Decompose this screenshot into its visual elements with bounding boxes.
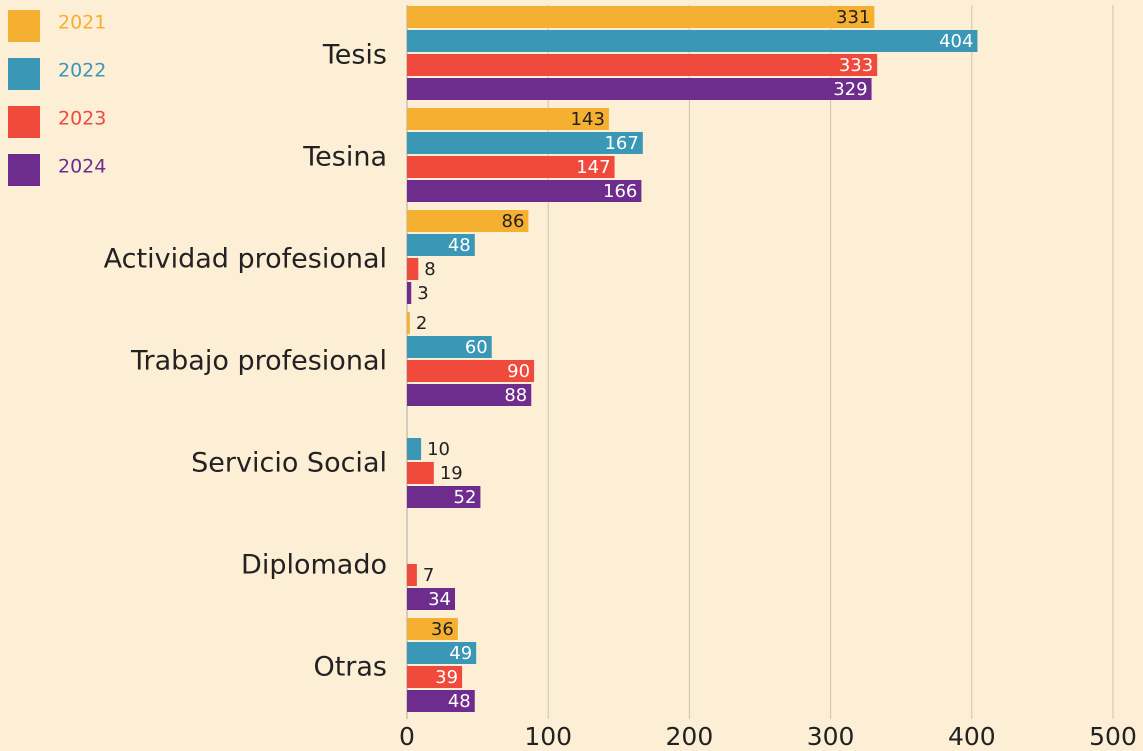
bar [407, 156, 615, 178]
data-label: 86 [502, 211, 525, 232]
data-label: 2 [416, 313, 427, 334]
data-label: 52 [454, 487, 477, 508]
x-tick-label: 300 [807, 722, 855, 751]
bar [407, 312, 410, 334]
data-label: 331 [836, 7, 870, 28]
data-label: 10 [427, 439, 450, 460]
category-label: Tesis [322, 40, 387, 71]
category-label: Servicio Social [191, 448, 387, 479]
data-label: 48 [448, 235, 471, 256]
category-label: Actividad profesional [104, 244, 387, 275]
data-label: 88 [504, 385, 527, 406]
bar [407, 30, 978, 52]
bar [407, 486, 481, 508]
data-label: 166 [603, 181, 637, 202]
bar [407, 282, 412, 304]
bar [407, 78, 872, 100]
legend-swatch [8, 154, 40, 186]
bar [407, 384, 532, 406]
category-label: Trabajo profesional [130, 346, 387, 377]
data-label: 34 [428, 589, 451, 610]
data-label: 36 [431, 619, 454, 640]
data-label: 167 [604, 133, 638, 154]
data-label: 7 [423, 565, 434, 586]
x-tick-label: 0 [399, 722, 415, 751]
x-tick-label: 400 [948, 722, 996, 751]
bar [407, 360, 535, 382]
bar [407, 234, 475, 256]
bar [407, 108, 609, 130]
x-tick-label: 100 [524, 722, 572, 751]
bar [407, 6, 875, 28]
bar [407, 690, 475, 712]
bar [407, 180, 642, 202]
legend-swatch [8, 58, 40, 90]
bar [407, 642, 477, 664]
data-label: 333 [839, 55, 873, 76]
data-label: 8 [424, 259, 435, 280]
data-label: 60 [465, 337, 488, 358]
category-label: Otras [313, 652, 387, 683]
category-label: Tesina [302, 142, 387, 173]
legend-label: 2023 [58, 108, 106, 130]
data-label: 3 [417, 283, 428, 304]
data-label: 404 [939, 31, 973, 52]
data-label: 19 [440, 463, 463, 484]
x-tick-label: 200 [666, 722, 714, 751]
bar [407, 336, 492, 358]
legend-label: 2021 [58, 12, 106, 34]
data-label: 49 [449, 643, 472, 664]
bar [407, 666, 463, 688]
bar [407, 564, 417, 586]
x-tick-label: 500 [1089, 722, 1137, 751]
data-label: 143 [571, 109, 605, 130]
bar [407, 618, 458, 640]
data-label: 147 [576, 157, 610, 178]
data-label: 90 [507, 361, 530, 382]
bar [407, 438, 422, 460]
bar [407, 462, 434, 484]
bar [407, 54, 878, 76]
bar [407, 588, 456, 610]
data-label: 48 [448, 691, 471, 712]
bar [407, 258, 419, 280]
legend-swatch [8, 10, 40, 42]
legend-swatch [8, 106, 40, 138]
legend-label: 2022 [58, 60, 106, 82]
data-label: 39 [435, 667, 458, 688]
legend-label: 2024 [58, 156, 106, 178]
bar [407, 210, 529, 232]
bar [407, 132, 643, 154]
data-label: 329 [833, 79, 867, 100]
category-label: Diplomado [241, 550, 387, 581]
